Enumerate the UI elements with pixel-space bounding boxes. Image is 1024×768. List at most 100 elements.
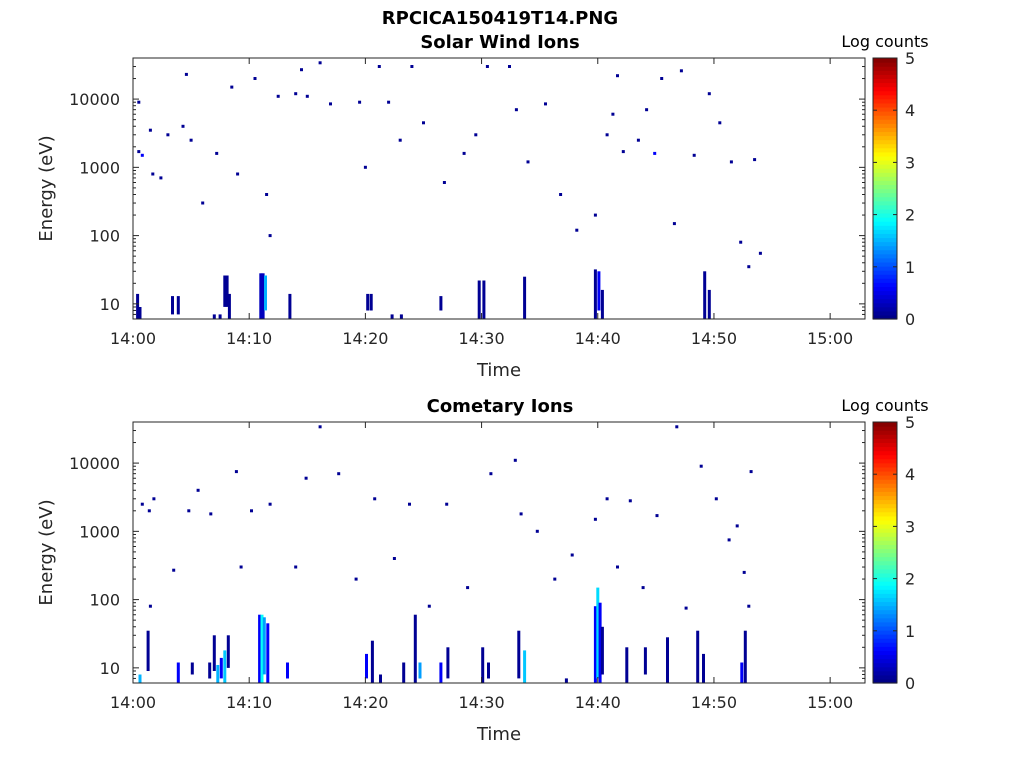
colorbar-band xyxy=(873,532,897,537)
data-column xyxy=(258,614,262,683)
data-pixel xyxy=(234,470,238,474)
data-pixel xyxy=(544,102,547,106)
colorbar-band xyxy=(873,208,897,214)
data-column xyxy=(218,314,222,319)
colorbar-band xyxy=(873,674,897,680)
data-pixel xyxy=(718,121,722,125)
data-pixel xyxy=(276,94,280,98)
colorbar-band xyxy=(873,245,897,251)
data-pixel xyxy=(166,133,170,137)
y-tick-label: 100 xyxy=(89,227,120,246)
colorbar-band xyxy=(873,642,897,647)
data-column xyxy=(259,273,263,319)
colorbar-band xyxy=(873,221,897,226)
data-pixel xyxy=(474,133,478,137)
data-column xyxy=(262,617,266,675)
colorbar-band xyxy=(873,625,897,631)
colorbar-band xyxy=(873,204,897,210)
colorbar-label: Log counts xyxy=(841,32,928,51)
data-pixel xyxy=(215,151,219,155)
data-pixel xyxy=(358,100,362,104)
data-column xyxy=(481,647,485,683)
data-column xyxy=(482,280,486,319)
colorbar-band xyxy=(873,450,897,456)
colorbar-frame xyxy=(872,421,898,684)
data-column xyxy=(702,653,705,683)
x-tick-label: 14:40 xyxy=(575,693,621,712)
data-column xyxy=(643,647,647,675)
colorbar-band xyxy=(873,102,897,108)
colorbar-band xyxy=(873,192,897,198)
y-tick-label: 100 xyxy=(89,591,120,610)
y-tick-label: 1000 xyxy=(79,522,120,541)
data-pixel xyxy=(148,604,152,608)
data-column xyxy=(597,271,601,311)
data-column xyxy=(600,289,604,319)
colorbar-band xyxy=(873,159,897,165)
y-axis-label: Energy (eV) xyxy=(36,499,57,605)
cometary-panel: 14:00 14:10 14:20 14:30 14:40 14:50 15:0010100… xyxy=(36,396,929,745)
colorbar-band xyxy=(873,286,897,292)
data-pixel xyxy=(196,488,200,492)
y-tick-label: 10 xyxy=(100,659,120,678)
colorbar-band xyxy=(873,678,897,684)
colorbar-band xyxy=(873,155,897,161)
colorbar-band xyxy=(873,658,897,664)
data-pixel xyxy=(265,193,269,196)
colorbar-band xyxy=(873,310,897,316)
data-pixel xyxy=(514,108,518,112)
colorbar-band xyxy=(873,237,897,243)
data-column xyxy=(190,662,194,675)
data-pixel xyxy=(729,160,733,164)
colorbar-band xyxy=(873,568,897,574)
colorbar-band xyxy=(873,609,897,615)
colorbar-band xyxy=(873,127,897,133)
data-column xyxy=(212,635,216,671)
colorbar-band xyxy=(873,94,897,100)
data-pixel xyxy=(575,228,579,232)
data-pixel xyxy=(140,502,144,506)
data-pixel xyxy=(684,606,688,610)
colorbar-band xyxy=(873,536,897,541)
colorbar-band xyxy=(873,176,897,181)
colorbar-band xyxy=(873,180,897,186)
colorbar-tick-label: 5 xyxy=(905,49,915,68)
data-pixel xyxy=(692,153,696,157)
data-pixel xyxy=(636,138,640,142)
data-pixel xyxy=(294,92,298,96)
colorbar-band xyxy=(873,217,897,222)
colorbar-band xyxy=(873,552,897,558)
colorbar-band xyxy=(873,556,897,562)
colorbar-band xyxy=(873,314,897,320)
data-column xyxy=(227,293,231,319)
colorbar-tick-label: 1 xyxy=(905,258,915,277)
colorbar-band xyxy=(873,617,897,623)
y-tick-label: 10000 xyxy=(69,454,120,473)
colorbar-band xyxy=(873,487,897,492)
data-pixel xyxy=(140,153,144,157)
colorbar-band xyxy=(873,430,897,435)
data-column xyxy=(402,662,406,683)
figure-title: RPCICA150419T14.PNG xyxy=(382,8,618,29)
data-pixel xyxy=(253,77,257,80)
colorbar-band xyxy=(873,466,897,472)
data-pixel xyxy=(159,176,163,180)
colorbar-band xyxy=(873,78,897,84)
colorbar-band xyxy=(873,74,897,79)
data-pixel xyxy=(408,502,411,506)
colorbar-band xyxy=(873,86,897,92)
data-pixel xyxy=(714,497,718,501)
data-column xyxy=(138,307,142,319)
data-pixel xyxy=(304,476,308,480)
data-pixel xyxy=(553,577,557,581)
data-column xyxy=(225,275,229,307)
colorbar-band xyxy=(873,475,897,480)
data-pixel xyxy=(749,470,753,474)
colorbar-tick-label: 4 xyxy=(905,465,915,484)
colorbar-band xyxy=(873,670,897,676)
data-pixel xyxy=(137,100,141,104)
data-pixel xyxy=(653,151,657,155)
data-pixel xyxy=(747,265,751,269)
data-pixel xyxy=(392,557,396,560)
data-pixel xyxy=(354,577,358,581)
